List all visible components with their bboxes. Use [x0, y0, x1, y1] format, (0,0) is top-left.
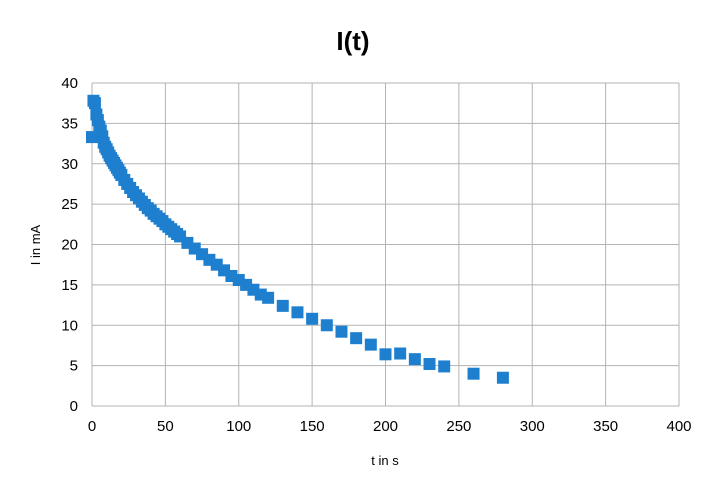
- y-tick-labels: 0 5 10 15 20 25 30 35 40: [61, 75, 78, 415]
- y-axis-label: I in mA: [28, 224, 43, 265]
- x-tick-label: 300: [520, 418, 545, 435]
- data-point: [262, 291, 275, 304]
- data-point: [320, 319, 333, 332]
- data-point: [276, 299, 289, 312]
- data-points: [86, 94, 509, 384]
- chart-title: I(t): [336, 26, 369, 56]
- data-point: [350, 332, 363, 345]
- y-tick-label: 35: [61, 115, 78, 132]
- y-tick-label: 0: [70, 398, 78, 415]
- x-tick-label: 100: [226, 418, 251, 435]
- y-tick-label: 15: [61, 277, 78, 294]
- x-tick-label: 350: [593, 418, 618, 435]
- data-point: [364, 338, 377, 351]
- data-point: [247, 283, 260, 296]
- x-axis-label: t in s: [371, 453, 399, 468]
- y-tick-label: 5: [70, 358, 78, 375]
- x-tick-label: 200: [373, 418, 398, 435]
- data-point: [467, 367, 480, 380]
- x-tick-label: 150: [300, 418, 325, 435]
- data-point: [438, 360, 451, 373]
- y-tick-label: 20: [61, 237, 78, 254]
- y-tick-label: 40: [61, 75, 78, 92]
- x-tick-label: 50: [157, 418, 174, 435]
- data-point: [408, 353, 421, 366]
- data-point: [394, 347, 407, 360]
- data-point: [335, 325, 348, 338]
- data-point: [306, 312, 319, 325]
- grid: [91, 82, 680, 407]
- data-point: [291, 306, 304, 319]
- x-tick-labels: 0 50 100 150 200 250 300 350 400: [88, 418, 692, 435]
- data-point: [88, 97, 101, 110]
- y-tick-label: 30: [61, 156, 78, 173]
- y-tick-label: 25: [61, 196, 78, 213]
- x-tick-label: 400: [666, 418, 691, 435]
- data-point: [423, 358, 436, 371]
- x-tick-label: 0: [88, 418, 96, 435]
- data-point: [379, 348, 392, 361]
- x-tick-label: 250: [446, 418, 471, 435]
- data-point: [496, 371, 509, 384]
- y-tick-label: 10: [61, 317, 78, 334]
